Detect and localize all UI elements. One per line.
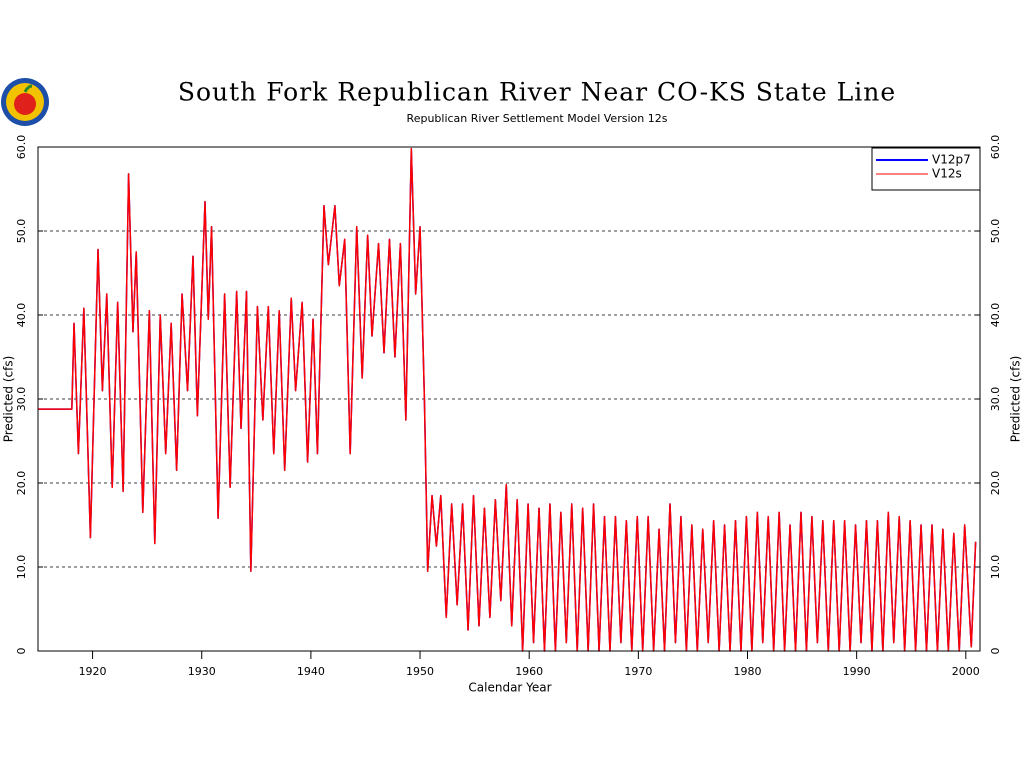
y2-tick-label: 30.0 xyxy=(989,387,1002,412)
legend-label: V12p7 xyxy=(932,153,971,167)
y2-tick-label: 50.0 xyxy=(989,219,1002,244)
plot-area: 0 0 10.0 10.0 20.0 20.0 30.0 30.0 40.0 40.0 50.0 50… xyxy=(15,135,1002,678)
y-tick-label: 0 xyxy=(15,648,28,655)
y-tick-label: 60.0 xyxy=(15,135,28,160)
x-tick-label: 1920 xyxy=(79,665,107,678)
series-line xyxy=(38,147,977,652)
x-tick-label: 2000 xyxy=(952,665,980,678)
x-tick-label: 1940 xyxy=(297,665,325,678)
y2-tick-label: 10.0 xyxy=(989,555,1002,580)
y-tick-label: 10.0 xyxy=(15,555,28,580)
legend-box xyxy=(871,147,981,191)
y2-tick-label: 20.0 xyxy=(989,471,1002,496)
x-tick-label: 1980 xyxy=(734,665,762,678)
chart-subtitle: Republican River Settlement Model Versio… xyxy=(407,112,668,125)
x-tick-label: 1930 xyxy=(188,665,216,678)
x-tick-label: 1960 xyxy=(515,665,543,678)
legend-label: V12s xyxy=(932,167,962,181)
y-tick-label: 40.0 xyxy=(15,303,28,328)
y2-tick-label: 0 xyxy=(989,648,1002,655)
y-tick-label: 50.0 xyxy=(15,219,28,244)
y-axis-label: Predicted (cfs) xyxy=(2,356,16,443)
y-tick-label: 30.0 xyxy=(15,387,28,412)
y2-axis-label: Predicted (cfs) xyxy=(1009,356,1023,443)
x-tick-label: 1970 xyxy=(624,665,652,678)
y-tick-label: 20.0 xyxy=(15,471,28,496)
chart-title: South Fork Republican River Near CO-KS S… xyxy=(178,78,896,107)
y2-tick-label: 40.0 xyxy=(989,303,1002,328)
y2-tick-label: 60.0 xyxy=(989,135,1002,160)
logo xyxy=(1,78,49,126)
x-axis-label: Calendar Year xyxy=(468,681,551,695)
x-tick-label: 1950 xyxy=(406,665,434,678)
x-tick-label: 1990 xyxy=(843,665,871,678)
plot-frame xyxy=(37,146,981,652)
